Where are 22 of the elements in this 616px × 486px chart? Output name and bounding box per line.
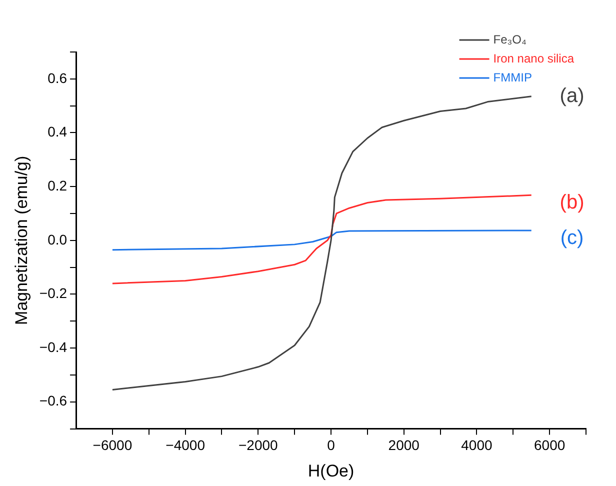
x-axis-title: H(Oe) [308, 461, 354, 480]
y-tick-label: 0.6 [48, 70, 68, 86]
legend-label: FMMIP [493, 70, 532, 84]
y-tick-label: 0.0 [48, 231, 68, 248]
x-tick-label: 4000 [461, 437, 493, 454]
y-tick-label: −0.2 [39, 285, 68, 302]
y-axis-title: Magnetization (emu/g) [12, 156, 31, 325]
annotation: (a) [560, 84, 584, 107]
y-tick-label: 0.4 [48, 124, 68, 140]
x-tick-label: 6000 [534, 437, 566, 454]
y-tick-label: −0.6 [39, 392, 68, 409]
y-tick-label: 0.2 [48, 177, 68, 194]
x-tick-label: 2000 [388, 437, 420, 454]
annotation: (c) [560, 226, 584, 249]
x-tick-label: −2000 [238, 437, 278, 454]
x-tick-label: −4000 [166, 437, 206, 454]
legend-label: Iron nano silica [493, 51, 574, 66]
y-tick-label: −0.4 [39, 338, 68, 355]
x-tick-label: 0 [327, 437, 336, 454]
annotation: (b) [560, 192, 584, 214]
legend-label: Fe₃O₄ [493, 32, 527, 46]
x-tick-label: −6000 [92, 437, 132, 454]
